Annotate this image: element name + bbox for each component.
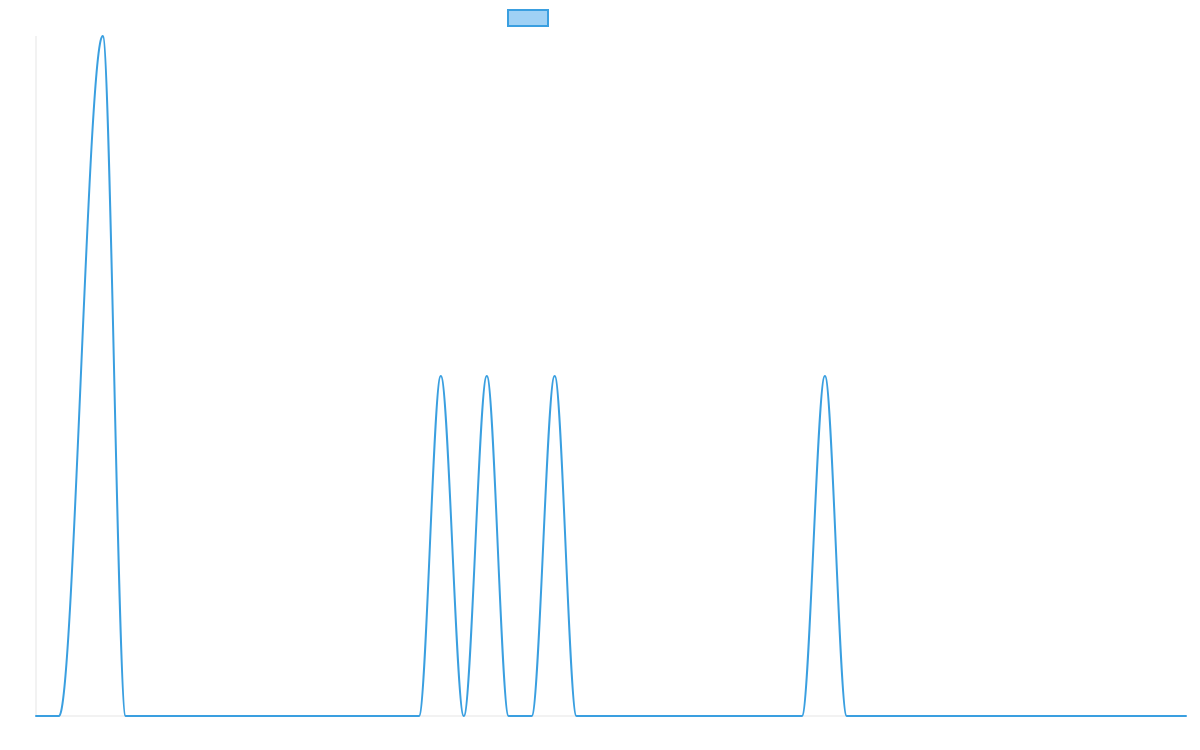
series-line-0[interactable]	[35, 35, 1187, 718]
legend-swatch[interactable]	[507, 9, 549, 27]
series-layer	[35, 35, 1187, 718]
legend[interactable]	[507, 9, 549, 27]
